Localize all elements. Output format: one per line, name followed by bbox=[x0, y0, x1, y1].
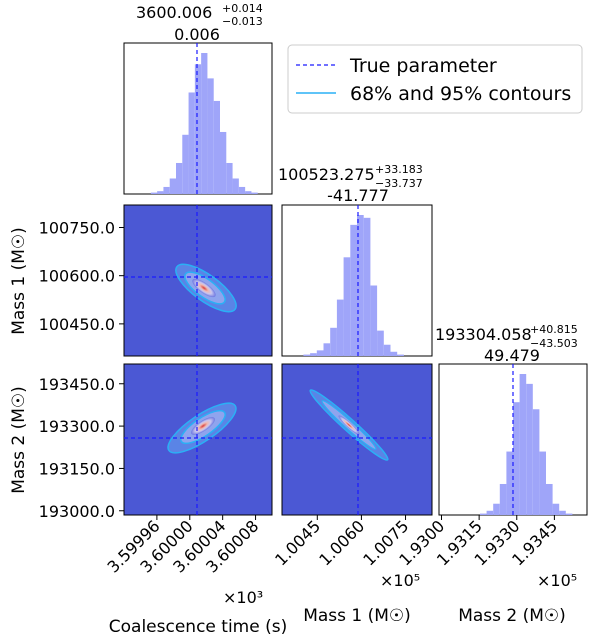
hist-bar-m2 bbox=[513, 402, 520, 515]
title-m1: 100523.275 +33.183 −33.737 -41.777 bbox=[278, 163, 423, 205]
y-tick-label-m1: 100450.0 bbox=[39, 315, 115, 334]
title-tc: 3600.006 +0.014 −0.013 0.006 bbox=[136, 2, 263, 44]
title-tc-plus: +0.014 bbox=[222, 2, 263, 15]
hist-bar-m1 bbox=[323, 343, 331, 356]
y-tick-label-m2: 193150.0 bbox=[39, 459, 115, 478]
hist-bar-m2 bbox=[480, 513, 487, 515]
contours-m2-tc bbox=[167, 402, 237, 454]
hist-bar-m2 bbox=[493, 503, 500, 515]
truth-lines bbox=[124, 43, 514, 515]
density-peak bbox=[338, 415, 360, 435]
title-m2-median: 193304.058 bbox=[435, 325, 532, 344]
y-tick-label-m2: 193000.0 bbox=[39, 502, 115, 521]
title-m2-plus: +40.815 bbox=[530, 323, 578, 336]
y-tick-label-m2: 193450.0 bbox=[39, 375, 115, 394]
hist-bar-m1 bbox=[303, 354, 311, 356]
hist-bar-m1 bbox=[390, 351, 398, 356]
hist-bar-m2 bbox=[539, 451, 546, 515]
title-tc-offset: 0.006 bbox=[174, 25, 220, 44]
hist-bar-tc bbox=[163, 186, 170, 194]
hist-bar-m2 bbox=[532, 409, 540, 515]
hist-bar-tc bbox=[157, 191, 164, 194]
hist-bar-tc bbox=[220, 131, 227, 194]
title-m1-minus: −33.737 bbox=[375, 177, 423, 190]
hist-bar-m1 bbox=[397, 354, 404, 356]
title-m1-median: 100523.275 bbox=[278, 165, 375, 184]
y-axis-label-m1: Mass 1 (M☉) bbox=[9, 227, 29, 335]
hist-bar-m2 bbox=[519, 374, 527, 515]
hist-bar-tc bbox=[213, 100, 220, 194]
hist-bar-tc bbox=[182, 134, 189, 194]
scale-label-tc: ×10³ bbox=[223, 588, 263, 607]
hist-bar-tc bbox=[194, 64, 202, 194]
legend-contour-label: 68% and 95% contours bbox=[350, 83, 571, 105]
histogram-m2 bbox=[480, 374, 573, 515]
hist-bar-m2 bbox=[559, 510, 566, 515]
scale-label-m2: ×10⁵ bbox=[537, 571, 577, 590]
y-tick-label-m1: 100600.0 bbox=[39, 267, 115, 286]
hist-bar-m2 bbox=[565, 513, 573, 515]
histogram-m1 bbox=[303, 215, 404, 356]
scale-label-m1: ×10⁵ bbox=[380, 571, 420, 590]
legend-truth-label: True parameter bbox=[349, 55, 497, 77]
contours-m1-tc bbox=[175, 263, 237, 313]
hist-bar-m1 bbox=[383, 344, 391, 356]
hist-bar-tc bbox=[245, 191, 252, 194]
histogram-tc bbox=[150, 53, 258, 194]
y-axis-label-m2: Mass 2 (M☉) bbox=[9, 386, 29, 494]
y-tick-label-m2: 193300.0 bbox=[39, 417, 115, 436]
contours-m2-m1 bbox=[309, 389, 389, 461]
y-tick-label-m1: 100750.0 bbox=[39, 218, 115, 237]
legend-box bbox=[287, 44, 583, 114]
hist-bar-tc bbox=[150, 192, 158, 194]
hist-bar-m1 bbox=[363, 217, 371, 356]
hist-bar-m2 bbox=[486, 510, 494, 515]
x-axis-label-m2: Mass 2 (M☉) bbox=[458, 606, 566, 626]
hist-bar-m1 bbox=[377, 330, 384, 356]
hist-bar-m1 bbox=[357, 215, 364, 356]
hist-bar-tc bbox=[238, 186, 246, 194]
hist-bar-m1 bbox=[343, 257, 351, 356]
title-m1-offset: -41.777 bbox=[327, 186, 389, 205]
title-m2-offset: 49.479 bbox=[484, 346, 540, 365]
x-tick-label-m1: 1.0045 bbox=[271, 516, 324, 569]
hist-bar-tc bbox=[251, 192, 258, 194]
hist-bar-tc bbox=[232, 178, 239, 194]
title-m2: 193304.058 +40.815 −43.503 49.479 bbox=[435, 323, 578, 365]
hist-bar-m1 bbox=[316, 350, 324, 356]
hist-bar-m1 bbox=[370, 285, 378, 356]
x-axis-label-m1: Mass 1 (M☉) bbox=[303, 606, 411, 626]
hist-bar-tc bbox=[226, 162, 233, 194]
hist-bar-tc bbox=[188, 92, 195, 194]
hist-bar-m2 bbox=[546, 483, 553, 515]
hist-bar-tc bbox=[207, 78, 214, 194]
x-tick-label-m1: 1.0060 bbox=[315, 516, 368, 569]
hist-bar-m2 bbox=[499, 483, 507, 515]
title-tc-median: 3600.006 bbox=[136, 3, 212, 22]
density-peak bbox=[192, 278, 216, 298]
title-m1-plus: +33.183 bbox=[375, 163, 423, 176]
hist-bar-m2 bbox=[506, 451, 513, 515]
hist-bar-tc bbox=[169, 178, 176, 194]
hist-bar-m1 bbox=[350, 224, 357, 356]
hist-bar-tc bbox=[176, 162, 183, 194]
hist-bar-m2 bbox=[526, 383, 533, 515]
hist-bar-m1 bbox=[336, 299, 344, 356]
title-tc-minus: −0.013 bbox=[222, 15, 263, 28]
title-m2-minus: −43.503 bbox=[530, 337, 578, 350]
hist-bar-m1 bbox=[310, 353, 317, 356]
hist-bar-tc bbox=[201, 53, 208, 194]
x-axis-label-tc: Coalescence time (s) bbox=[109, 617, 287, 637]
hist-bar-m2 bbox=[552, 503, 560, 515]
hist-bar-m1 bbox=[330, 327, 337, 356]
legend: True parameter 68% and 95% contours bbox=[287, 44, 583, 114]
